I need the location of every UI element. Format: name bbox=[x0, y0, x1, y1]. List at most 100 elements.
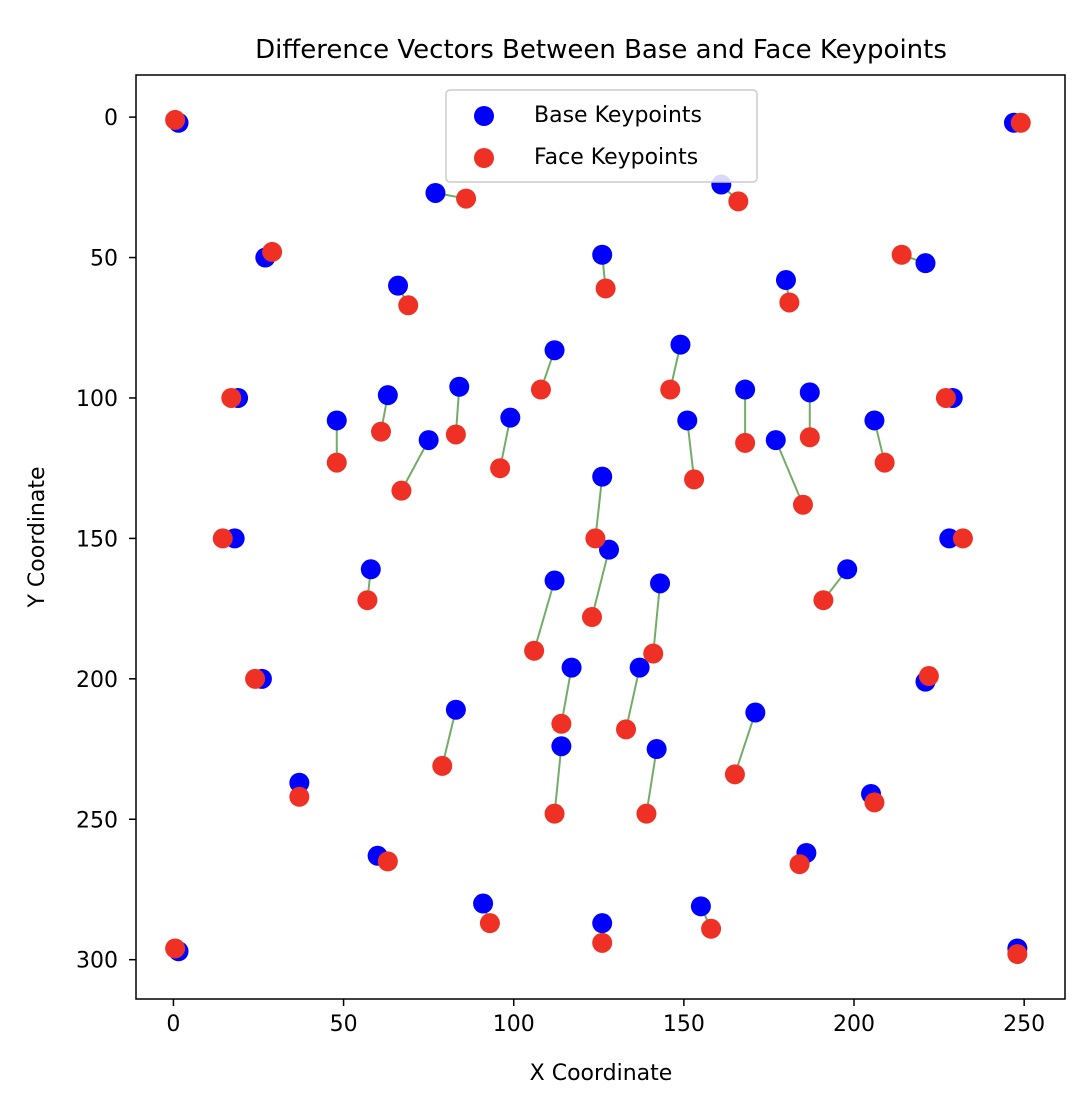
x-tick-label: 100 bbox=[493, 1012, 535, 1037]
points-layer bbox=[165, 109, 1031, 965]
base-keypoint bbox=[289, 772, 310, 793]
face-keypoint bbox=[445, 424, 466, 445]
difference-vector bbox=[774, 439, 804, 506]
legend-label-face: Face Keypoints bbox=[534, 145, 698, 170]
difference-vector bbox=[553, 746, 563, 814]
base-keypoint bbox=[425, 182, 446, 203]
face-keypoint bbox=[891, 244, 912, 265]
legend-box bbox=[445, 89, 758, 183]
y-tick-label: 0 bbox=[104, 106, 118, 131]
base-keypoint bbox=[449, 376, 470, 397]
x-tick-label: 250 bbox=[1003, 1012, 1045, 1037]
face-keypoint bbox=[595, 278, 616, 299]
base-keypoint bbox=[544, 570, 565, 591]
face-keypoint bbox=[789, 854, 810, 875]
plot-frame bbox=[135, 74, 1066, 1000]
y-tick-label: 50 bbox=[90, 247, 118, 272]
base-keypoint bbox=[629, 657, 650, 678]
difference-vector bbox=[733, 712, 757, 775]
base-keypoint bbox=[592, 913, 613, 934]
face-keypoint bbox=[357, 590, 378, 611]
face-keypoint bbox=[262, 241, 283, 262]
face-keypoint bbox=[701, 918, 722, 939]
base-keypoint bbox=[592, 244, 613, 265]
face-keypoint bbox=[616, 719, 637, 740]
face-keypoint bbox=[585, 528, 606, 549]
y-axis-label: Y Coordinate bbox=[25, 466, 50, 608]
face-keypoint bbox=[581, 607, 602, 628]
base-keypoint bbox=[775, 270, 796, 291]
face-keypoint bbox=[524, 640, 545, 661]
difference-vector bbox=[645, 748, 658, 814]
face-keypoint bbox=[735, 432, 756, 453]
legend-label-base: Base Keypoints bbox=[534, 103, 702, 128]
base-keypoint bbox=[690, 896, 711, 917]
y-tick-label: 150 bbox=[76, 527, 118, 552]
face-keypoint bbox=[490, 458, 511, 479]
base-keypoint bbox=[418, 430, 439, 451]
face-keypoint bbox=[551, 713, 572, 734]
base-keypoint bbox=[677, 410, 698, 431]
base-keypoint bbox=[388, 275, 409, 296]
face-keypoint bbox=[391, 480, 412, 501]
face-keypoint bbox=[165, 109, 186, 130]
difference-vector bbox=[625, 667, 641, 730]
x-axis-label: X Coordinate bbox=[530, 1061, 673, 1086]
base-keypoint bbox=[360, 559, 381, 580]
base-keypoint bbox=[646, 739, 667, 760]
base-keypoint bbox=[544, 340, 565, 361]
legend-marker-face bbox=[474, 148, 494, 168]
face-keypoint bbox=[636, 803, 657, 824]
base-keypoint bbox=[599, 539, 620, 560]
face-keypoint bbox=[918, 666, 939, 687]
base-keypoint bbox=[745, 702, 766, 723]
face-keypoint bbox=[326, 452, 347, 473]
face-keypoint bbox=[684, 469, 705, 490]
face-keypoint bbox=[874, 452, 895, 473]
face-keypoint bbox=[289, 786, 310, 807]
face-keypoint bbox=[935, 387, 956, 408]
base-keypoint bbox=[799, 382, 820, 403]
y-tick-label: 250 bbox=[76, 808, 118, 833]
base-keypoint bbox=[500, 407, 521, 428]
face-keypoint bbox=[779, 292, 800, 313]
face-keypoint bbox=[371, 421, 392, 442]
base-keypoint bbox=[915, 253, 936, 274]
legend-marker-base bbox=[474, 106, 494, 126]
base-keypoint bbox=[377, 385, 398, 406]
y-tick-label: 300 bbox=[76, 949, 118, 974]
base-keypoint bbox=[670, 334, 691, 355]
chart-title: Difference Vectors Between Base and Face… bbox=[255, 35, 947, 65]
face-keypoint bbox=[813, 590, 834, 611]
legend: Base Keypoints Face Keypoints bbox=[445, 89, 758, 183]
base-keypoint bbox=[864, 410, 885, 431]
face-keypoint bbox=[432, 755, 453, 776]
face-keypoint bbox=[728, 191, 749, 212]
base-keypoint bbox=[326, 410, 347, 431]
face-keypoint bbox=[952, 528, 973, 549]
difference-vector bbox=[594, 476, 604, 539]
base-keypoint bbox=[837, 559, 858, 580]
y-tick-label: 100 bbox=[76, 387, 118, 412]
base-keypoint bbox=[561, 657, 582, 678]
face-keypoint bbox=[864, 792, 885, 813]
face-keypoint bbox=[212, 528, 233, 549]
face-keypoint bbox=[592, 932, 613, 953]
x-tick-label: 200 bbox=[833, 1012, 875, 1037]
face-keypoint bbox=[544, 803, 565, 824]
face-keypoint bbox=[245, 668, 266, 689]
y-tick-label: 200 bbox=[76, 668, 118, 693]
face-keypoint bbox=[221, 387, 242, 408]
base-keypoint bbox=[551, 736, 572, 757]
base-keypoint bbox=[650, 573, 671, 594]
x-tick-label: 150 bbox=[663, 1012, 705, 1037]
face-keypoint bbox=[643, 643, 664, 664]
face-keypoint bbox=[724, 764, 745, 785]
face-keypoint bbox=[456, 188, 477, 209]
face-keypoint bbox=[165, 938, 186, 959]
difference-vector bbox=[533, 580, 556, 652]
difference-vector bbox=[652, 583, 662, 654]
base-keypoint bbox=[592, 466, 613, 487]
face-keypoint bbox=[792, 494, 813, 515]
